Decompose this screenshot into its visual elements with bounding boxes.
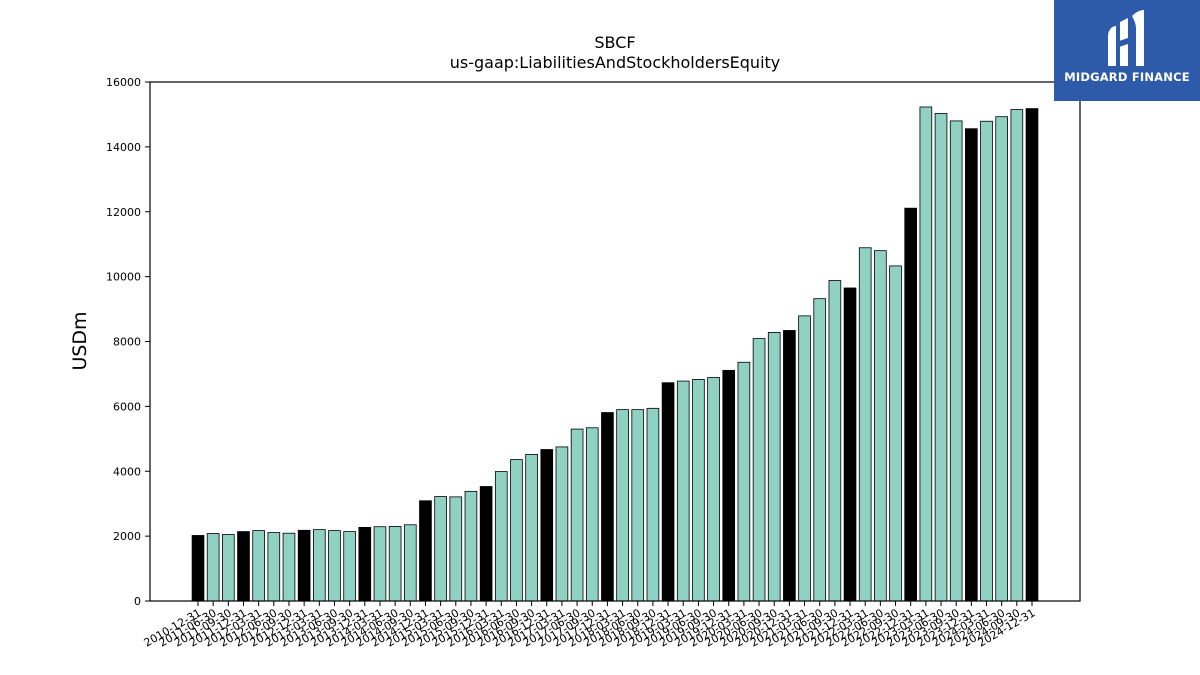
y-tick-label: 12000 bbox=[106, 206, 141, 219]
bar-2017-03-31 bbox=[555, 446, 569, 602]
y-tick-label: 16000 bbox=[106, 76, 141, 89]
bar-2016-12-31 bbox=[540, 449, 554, 602]
y-tick-label: 10000 bbox=[106, 271, 141, 284]
bar-2019-06-30 bbox=[692, 379, 705, 602]
bar-2023-12-31 bbox=[965, 128, 978, 602]
bar-2011-12-31 bbox=[237, 531, 250, 602]
bar-2014-06-30 bbox=[388, 525, 402, 602]
bars-group bbox=[191, 106, 1039, 602]
y-axis-label: USDm bbox=[69, 311, 91, 370]
bar-2024-03-31 bbox=[980, 120, 993, 602]
bar-2014-12-31 bbox=[419, 500, 432, 602]
y-axis: 0 2000 4000 6000 8000 10000 12000 14000 16000 bbox=[106, 76, 150, 608]
bar-2015-09-30 bbox=[464, 490, 478, 602]
y-tick-label: 4000 bbox=[113, 465, 141, 478]
y-tick-label: 2000 bbox=[113, 530, 141, 543]
bar-2017-06-30 bbox=[570, 428, 584, 602]
bar-2016-03-31 bbox=[494, 471, 508, 602]
bar-2018-09-30 bbox=[646, 407, 660, 602]
y-tick-label: 14000 bbox=[106, 141, 141, 154]
x-axis: 2010-12-312011-06-302011-09-302011-12-31… bbox=[142, 601, 1038, 650]
y-tick-label: 8000 bbox=[113, 336, 141, 349]
bar-2020-06-30 bbox=[752, 338, 766, 602]
bar-2021-06-30 bbox=[813, 298, 827, 602]
bar-2017-09-30 bbox=[585, 427, 599, 602]
plot-frame bbox=[149, 81, 1081, 602]
bar-2010-12-31 bbox=[191, 535, 205, 602]
bar-2023-06-30 bbox=[934, 113, 948, 602]
bar-2015-12-31 bbox=[479, 486, 493, 602]
bar-2024-09-30 bbox=[1010, 109, 1024, 602]
bar-2023-09-30 bbox=[949, 120, 963, 602]
brand-logo: MIDGARD FINANCE bbox=[1054, 0, 1200, 101]
bar-2011-06-30 bbox=[206, 533, 220, 602]
bar-2021-03-31 bbox=[798, 315, 811, 602]
midgard-logo-icon bbox=[1108, 10, 1144, 66]
bar-2024-06-30 bbox=[995, 116, 1008, 602]
bar-2022-03-31 bbox=[858, 247, 872, 602]
chart-title: SBCF bbox=[594, 33, 635, 52]
bar-2015-06-30 bbox=[449, 496, 463, 602]
bar-2017-12-31 bbox=[601, 412, 614, 602]
bar-2023-03-31 bbox=[919, 106, 933, 602]
bar-2020-03-31 bbox=[737, 361, 751, 602]
bar-2014-03-31 bbox=[373, 526, 387, 602]
bar-2015-03-31 bbox=[434, 496, 447, 602]
y-tick-label: 0 bbox=[134, 595, 141, 608]
bar-2021-12-31 bbox=[843, 287, 857, 602]
bar-2019-09-30 bbox=[707, 377, 720, 602]
bar-2024-12-31 bbox=[1025, 108, 1039, 602]
bar-2018-12-31 bbox=[661, 382, 675, 602]
y-tick-label: 6000 bbox=[113, 400, 141, 413]
bar-2014-09-30 bbox=[403, 524, 417, 602]
bar-2019-03-31 bbox=[676, 380, 690, 602]
brand-name: MIDGARD FINANCE bbox=[1064, 70, 1190, 84]
bar-2021-09-30 bbox=[828, 280, 842, 602]
bar-2013-12-31 bbox=[358, 526, 372, 602]
bar-2013-03-31 bbox=[312, 529, 326, 602]
bar-2022-12-31 bbox=[904, 207, 918, 602]
bar-2016-06-30 bbox=[510, 459, 523, 602]
bar-2012-06-30 bbox=[267, 532, 281, 602]
bar-2012-03-31 bbox=[252, 530, 265, 602]
bar-2022-06-30 bbox=[874, 250, 887, 602]
bar-2011-09-30 bbox=[222, 534, 235, 602]
bar-2020-12-31 bbox=[783, 330, 796, 602]
bar-2013-06-30 bbox=[328, 530, 341, 602]
bar-2019-12-31 bbox=[722, 369, 736, 602]
bar-2020-09-30 bbox=[767, 332, 781, 602]
chart-subtitle: us-gaap:LiabilitiesAndStockholdersEquity bbox=[450, 53, 781, 72]
bar-2016-09-30 bbox=[525, 453, 538, 602]
bar-2013-09-30 bbox=[343, 531, 356, 602]
bar-2018-06-30 bbox=[631, 409, 645, 602]
bar-2018-03-31 bbox=[616, 409, 629, 602]
bar-2012-12-31 bbox=[297, 529, 311, 602]
bar-2012-09-30 bbox=[282, 532, 296, 602]
bar-2022-09-30 bbox=[889, 265, 902, 602]
